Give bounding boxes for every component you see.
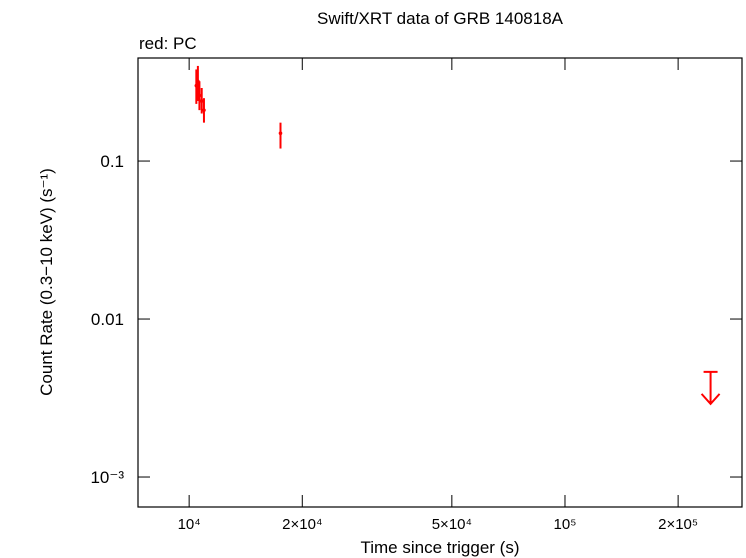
plot-frame [137,57,743,508]
x-tick-label: 2×10⁵ [658,516,698,533]
data-point [278,131,283,136]
upper-limit-arrow [700,371,721,406]
chart-subtitle: red: PC [139,34,197,53]
data-point [202,108,206,112]
x-tick-label: 10⁵ [554,516,577,533]
chart-title: Swift/XRT data of GRB 140818A [317,9,564,28]
y-axis-label: Count Rate (0.3−10 keV) (s⁻¹) [37,168,56,396]
data-point [199,99,204,103]
y-tick-label: 0.1 [100,152,124,171]
x-tick-label: 5×10⁴ [432,516,472,533]
x-tick-label: 10⁴ [178,516,201,533]
y-tick-label: 10⁻³ [90,468,124,487]
x-tick-label: 2×10⁴ [282,516,322,533]
x-axis-label: Time since trigger (s) [360,538,519,557]
data-point [197,93,202,98]
y-tick-label: 0.01 [91,310,124,329]
